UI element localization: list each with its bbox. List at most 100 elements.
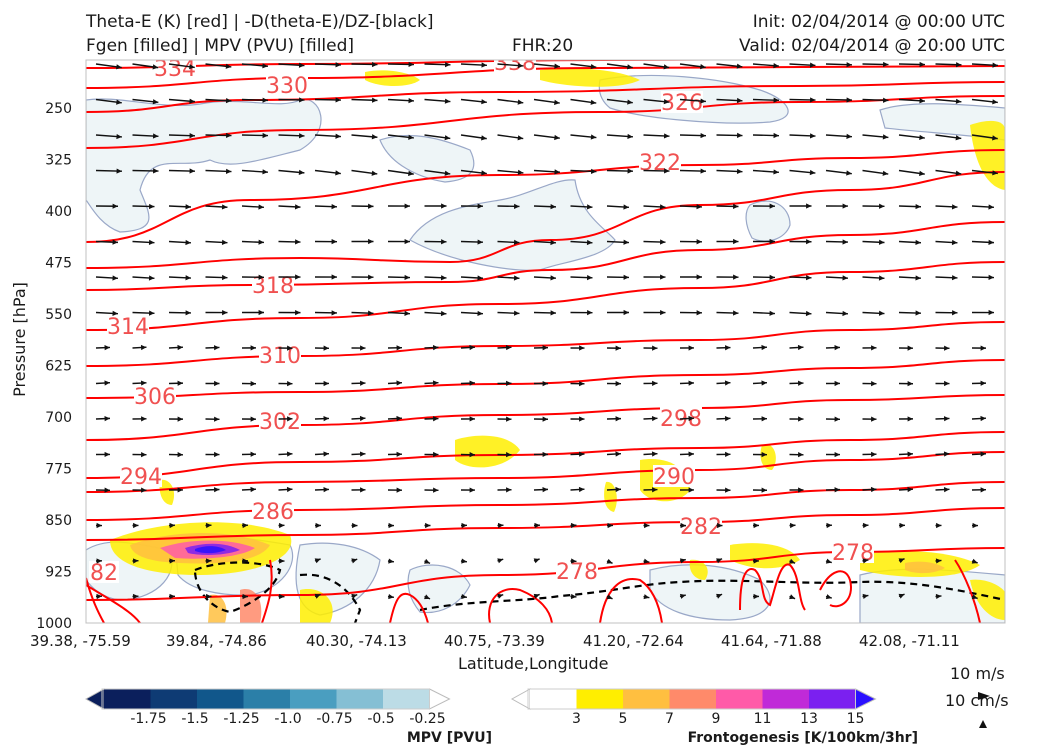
theta-e-contour-label: 82 [90, 561, 118, 586]
wind-vector-head [185, 204, 191, 210]
wind-vector-head [185, 239, 191, 246]
wind-vector-head [469, 344, 475, 351]
wind-vector-head [262, 132, 268, 139]
y-tick-label: 850 [45, 513, 72, 529]
theta-e-contour-label: 338 [494, 51, 536, 76]
wind-vector-head [112, 310, 118, 316]
wind-vector-head [846, 62, 852, 68]
wind-vector-head [286, 486, 293, 493]
wind-vector-head [955, 135, 962, 141]
wind-vector-head [506, 380, 512, 386]
wind-vector-head [323, 451, 329, 457]
wind-vector-head [112, 203, 118, 209]
x-tick-label: 41.20, -72.64 [583, 632, 684, 650]
wind-vector-head [627, 168, 633, 174]
wind-vector-head [372, 61, 378, 68]
wind-vector-head [250, 345, 256, 351]
wind-vector-head [606, 558, 613, 564]
wind-vector-head [461, 522, 467, 529]
fgen-patch [455, 435, 520, 468]
wind-vector-head [724, 380, 731, 386]
wind-vector-head [696, 204, 702, 210]
wind-vector-head [116, 64, 122, 70]
wind-vector-head [323, 345, 329, 351]
x-tick-label: 40.30, -74.13 [306, 632, 407, 650]
wind-vector-head [769, 203, 775, 209]
wind-vector-head [826, 522, 832, 529]
wind-vector-head [360, 380, 366, 386]
wind-vector-head [679, 558, 686, 564]
wind-vector-head [919, 170, 925, 176]
wind-vector-head [226, 132, 232, 139]
wind-vector-head [586, 274, 593, 281]
contour-label-bg [832, 541, 874, 563]
wind-vector-head [988, 274, 994, 281]
wind-vector-head [590, 134, 597, 140]
wind-vector-head [408, 170, 414, 176]
wind-vector-head [517, 62, 524, 69]
mpv-colorbar-arrow [429, 688, 451, 710]
mpv-colorbar-arrow [84, 688, 105, 710]
wind-vector-head [242, 593, 248, 600]
wind-vector-head [834, 416, 840, 422]
wind-vector-head [651, 415, 658, 422]
wind-vector-head [871, 451, 877, 457]
wind-vector-head [222, 274, 228, 281]
fgen-patch [730, 543, 800, 569]
wind-vector-head [651, 451, 658, 457]
wind-vector-head [206, 593, 212, 600]
wind-vector-head [907, 416, 913, 422]
wind-vector-head [189, 168, 195, 174]
wind-vector-head [225, 63, 232, 69]
mpv-colorbar-tick: -0.25 [409, 711, 445, 727]
wind-vector-head [587, 310, 593, 316]
wind-vector-head [696, 310, 702, 316]
mpv-colorbar-tick: -0.5 [367, 711, 394, 727]
wind-vector-head [717, 522, 723, 529]
wind-vector-head [550, 204, 556, 210]
wind-vector-head [952, 310, 958, 316]
contour-label-bg [259, 410, 301, 432]
wind-ref-arrow-icon [979, 720, 987, 728]
wind-vector-head [623, 309, 629, 316]
wind-vector-head [806, 203, 812, 209]
wind-vector-head [189, 133, 195, 139]
mpv-patch [379, 134, 475, 183]
x-tick-label: 39.38, -75.59 [30, 632, 131, 650]
wind-vector-head [205, 558, 212, 564]
wind-vector-head [323, 487, 329, 493]
wind-vector-head [331, 310, 337, 316]
wind-vector-head [688, 345, 694, 351]
wind-vector-head [433, 416, 439, 422]
wind-vector-head [615, 380, 621, 387]
wind-vector-head [148, 310, 155, 316]
wind-vector-head [396, 487, 402, 493]
wind-vector-head [550, 239, 556, 246]
wind-vector-head [586, 204, 593, 210]
wind-vector-head [663, 99, 670, 105]
mpv-colorbar-title: MPV [PVU] [407, 730, 492, 746]
wind-vector-head [627, 64, 633, 70]
wind-vector-head [882, 97, 889, 103]
wind-vector-head [733, 238, 739, 245]
wind-vector-head [943, 451, 950, 457]
wind-vector-head [919, 134, 925, 141]
theta-e-contour [86, 149, 1005, 243]
wind-vector-head [314, 558, 321, 564]
stability-contour [193, 561, 282, 614]
wind-vector-head [177, 487, 183, 493]
wind-vector-head [935, 593, 942, 600]
wind-vector-head [258, 309, 264, 316]
fgen-colorbar-bin [716, 689, 763, 709]
wind-vector-head [809, 169, 816, 176]
theta-e-contour [86, 507, 1005, 541]
wind-vector-head [944, 345, 950, 351]
wind-vector-head [878, 239, 885, 245]
wind-vector-head [773, 97, 779, 103]
wind-vector-head [279, 558, 285, 564]
wind-vector-head [716, 558, 723, 564]
wind-vector-head [148, 275, 155, 281]
fgen-colorbar-bin [669, 689, 716, 709]
wind-vector-head [809, 133, 816, 139]
wind-vector-head [761, 344, 767, 351]
